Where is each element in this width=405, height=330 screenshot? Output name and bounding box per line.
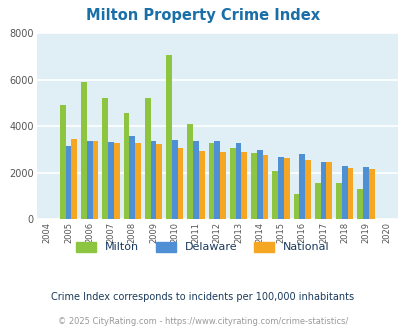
Bar — [166, 55, 171, 219]
Text: Crime Index corresponds to incidents per 100,000 inhabitants: Crime Index corresponds to incidents per… — [51, 292, 354, 302]
Bar — [214, 141, 220, 219]
Bar — [341, 166, 347, 219]
Bar — [171, 140, 177, 219]
Bar — [314, 183, 320, 219]
Bar — [241, 152, 247, 219]
Bar — [60, 105, 65, 219]
Bar — [277, 156, 283, 219]
Bar — [235, 143, 241, 219]
Bar — [208, 143, 214, 219]
Bar — [262, 155, 268, 219]
Bar — [177, 148, 183, 219]
Bar — [320, 162, 326, 219]
Bar — [347, 168, 352, 219]
Bar — [71, 139, 77, 219]
Text: © 2025 CityRating.com - https://www.cityrating.com/crime-statistics/: © 2025 CityRating.com - https://www.city… — [58, 317, 347, 326]
Bar — [220, 152, 225, 219]
Bar — [304, 160, 310, 219]
Bar — [102, 98, 108, 219]
Bar — [123, 114, 129, 219]
Bar — [272, 171, 277, 219]
Bar — [135, 143, 141, 219]
Bar — [198, 151, 204, 219]
Bar — [193, 141, 198, 219]
Legend: Milton, Delaware, National: Milton, Delaware, National — [72, 237, 333, 257]
Bar — [145, 98, 150, 219]
Bar — [108, 142, 113, 219]
Bar — [156, 144, 162, 219]
Text: Milton Property Crime Index: Milton Property Crime Index — [86, 8, 319, 23]
Bar — [362, 168, 368, 219]
Bar — [129, 136, 135, 219]
Bar — [283, 158, 289, 219]
Bar — [87, 141, 92, 219]
Bar — [187, 124, 193, 219]
Bar — [298, 154, 304, 219]
Bar — [256, 149, 262, 219]
Bar — [326, 162, 331, 219]
Bar — [113, 143, 119, 219]
Bar — [65, 146, 71, 219]
Bar — [335, 183, 341, 219]
Bar — [251, 153, 256, 219]
Bar — [368, 169, 374, 219]
Bar — [229, 148, 235, 219]
Bar — [356, 189, 362, 219]
Bar — [92, 141, 98, 219]
Bar — [81, 82, 87, 219]
Bar — [150, 141, 156, 219]
Bar — [293, 194, 298, 219]
